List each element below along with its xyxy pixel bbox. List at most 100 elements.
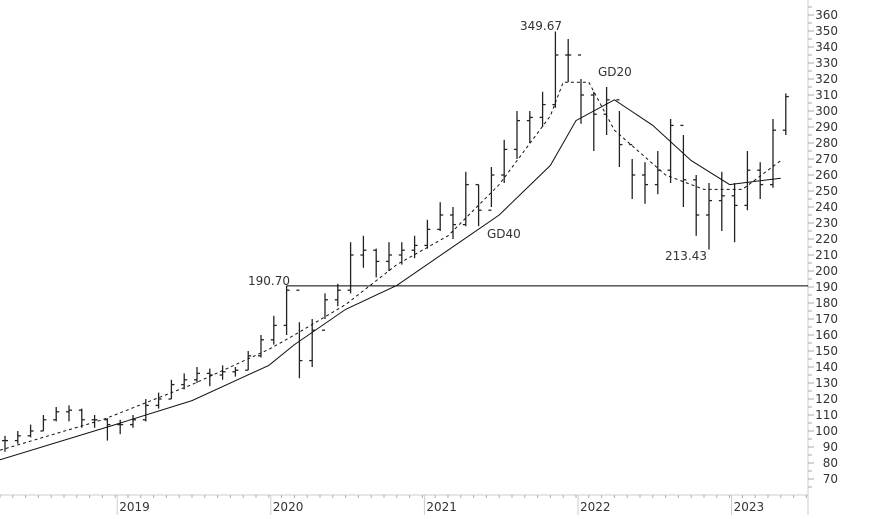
ohlc-bar [347,242,354,294]
y-tick-label: 210 [815,248,838,262]
ohlc-bar [270,315,277,345]
y-tick-label: 70 [823,472,838,486]
x-tick-label: 2019 [119,500,150,514]
ohlc-bar [2,435,8,452]
y-tick-label: 280 [815,136,838,150]
gd20-label: GD20 [598,65,632,79]
y-tick-label: 270 [815,152,838,166]
ohlc-bar [437,202,444,231]
ohlc-bar [475,183,482,227]
y-tick-label: 110 [815,408,838,422]
ohlc-bar [450,207,456,239]
y-tick-label: 350 [815,24,838,38]
ohlc-bar [296,289,303,379]
ohlc-bar [283,285,290,335]
ohlc-bar [629,143,636,199]
ohlc-bar [680,124,687,207]
y-tick-label: 310 [815,88,838,102]
ohlc-bar [654,151,661,195]
ohlc-bar [232,367,239,377]
y-tick-label: 240 [815,200,838,214]
ohlc-bar [565,39,572,83]
ohlc-bar [14,431,21,444]
ohlc-bar [706,183,712,250]
ohlc-bar [360,235,367,268]
gd40-line [0,99,781,461]
ohlc-bar [194,367,200,383]
y-tick-label: 290 [815,120,838,134]
x-axis: 2019 2020 2021 2022 2023 [0,494,808,515]
y-axis: 70 80 90 100 110 120 130 140 150 160 170 180 190 200 2… [807,0,838,515]
x-tick-label: 2022 [580,500,611,514]
y-tick-label: 200 [815,264,838,278]
ohlc-bar [78,408,85,428]
ohlc-bar [514,111,520,159]
gd20-line [0,81,782,451]
ohlc-bar [66,405,72,422]
y-tick-label: 120 [815,392,838,406]
ohlc-bar [322,293,328,331]
ohlc-bar [526,111,533,143]
ohlc-bar [552,31,559,108]
ohlc-bar [642,162,648,204]
y-tick-label: 230 [815,216,838,230]
ohlc-bar [667,119,674,183]
ohlc-bar [53,407,60,422]
y-tick-label: 220 [815,232,838,246]
ohlc-bar [206,368,213,387]
ohlc-bar [27,424,34,438]
ohlc-bar [309,319,316,367]
y-tick-label: 340 [815,40,838,54]
ohlc-bar [718,171,725,231]
gd40-label: GD40 [487,227,521,241]
moving-averages [0,81,782,461]
y-tick-label: 320 [815,72,838,86]
ohlc-bar [398,242,405,265]
y-tick-label: 160 [815,328,838,342]
ohlc-bar [424,219,431,249]
ohlc-bar [168,379,175,400]
ohlc-bar [744,151,751,211]
ohlc-bar [770,119,776,188]
ohlc-bar [501,139,508,183]
x-tick-label: 2021 [426,500,457,514]
y-tick-label: 330 [815,56,838,70]
ohlc-bar [386,242,392,271]
ohlc-bar [155,392,162,409]
low-label: 213.43 [665,249,707,263]
ohlc-bar [130,415,136,428]
ohlc-bar [693,175,700,236]
ohlc-bar [539,91,546,127]
ohlc-bar [411,235,418,259]
y-tick-label: 90 [823,440,838,454]
ohlc-bar [334,283,341,307]
ohlc-bars [2,31,789,452]
ohlc-bar [40,415,47,432]
ohlc-bar [258,335,264,358]
x-tick-label: 2023 [734,500,765,514]
high-label: 349.67 [520,19,562,33]
y-tick-label: 150 [815,344,838,358]
y-tick-label: 170 [815,312,838,326]
ohlc-bar [590,91,597,151]
ohlc-bar [731,183,738,243]
ohlc-bar [91,415,98,428]
ohlc-bar [782,93,789,135]
y-tick-label: 190 [815,280,838,294]
ohlc-bar [117,419,124,435]
ohlc-bar [104,418,111,441]
y-tick-label: 140 [815,360,838,374]
y-tick-label: 100 [815,424,838,438]
ohlc-bar [219,365,226,380]
y-tick-label: 360 [815,8,838,22]
y-tick-label: 300 [815,104,838,118]
ohlc-bar [616,99,623,167]
y-tick-label: 250 [815,184,838,198]
ohlc-bar [142,399,149,422]
ohlc-bar [462,171,469,227]
ohlc-bar [181,373,188,390]
y-tick-label: 180 [815,296,838,310]
level-label: 190.70 [248,274,290,288]
x-tick-label: 2020 [273,500,304,514]
